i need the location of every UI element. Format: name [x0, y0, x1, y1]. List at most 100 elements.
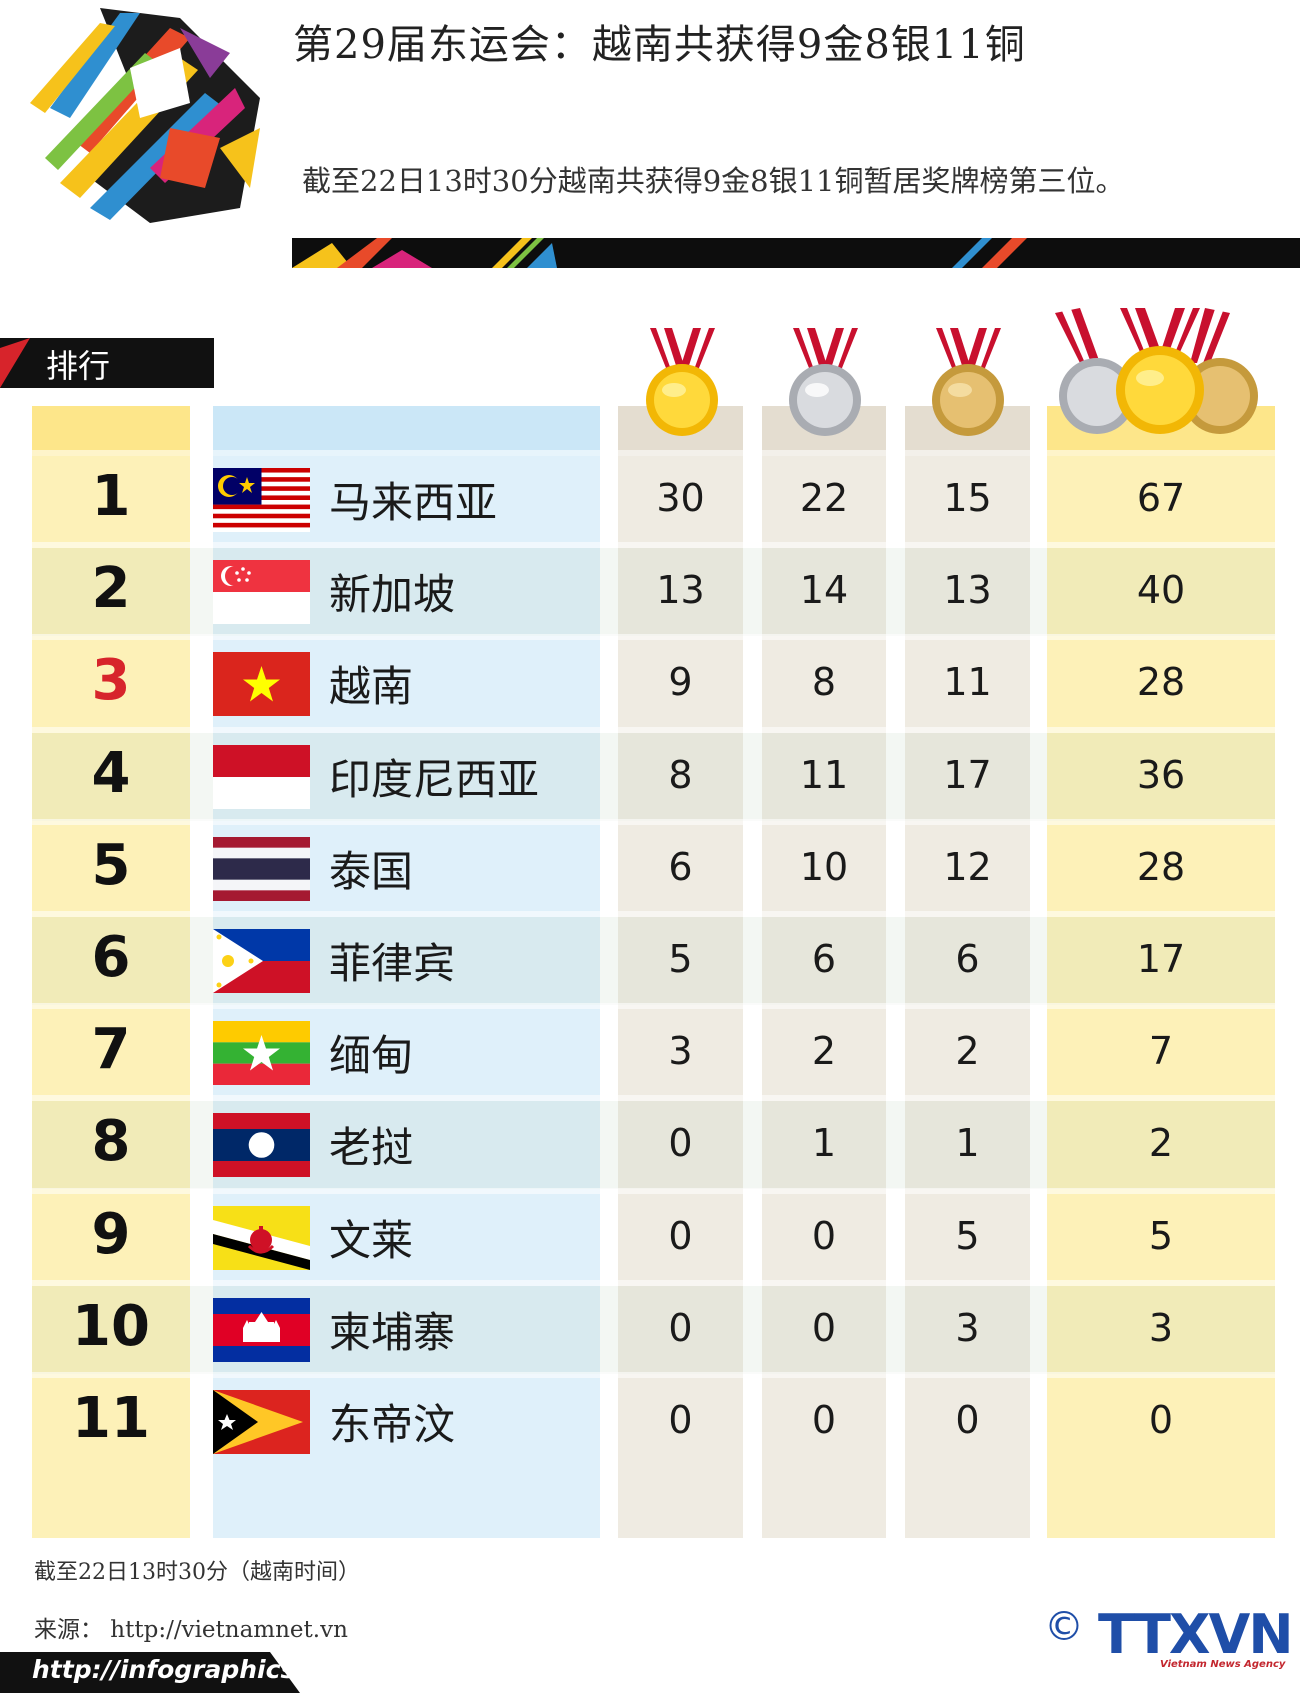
table-row: 8 老挝 0 1 1 2: [32, 1095, 1275, 1190]
rank-number: 1: [91, 464, 131, 529]
rank-label-box: [0, 338, 214, 388]
bronze-count: 13: [943, 568, 992, 613]
brunei-flag-icon: [213, 1205, 310, 1270]
gold-count: 3: [668, 1029, 693, 1074]
agency-subtitle: Vietnam News Agency: [1160, 1659, 1286, 1670]
total-count: 5: [1148, 1213, 1174, 1258]
silver-count: 0: [811, 1213, 837, 1258]
total-count: 28: [1136, 660, 1186, 705]
gold-count: 0: [668, 1121, 693, 1166]
table-row: 1 马来西亚 30 22 15 67: [32, 450, 1275, 544]
gold-count: 30: [656, 476, 705, 520]
table-row: 7 缅甸 3 2 2 7: [32, 1003, 1275, 1097]
rank-number: 2: [91, 556, 131, 622]
table-row: 3 越南 9 8 11 28: [32, 634, 1275, 728]
country-name: 新加坡: [329, 570, 456, 620]
bronze-count: 0: [955, 1398, 980, 1442]
silver-count: 0: [811, 1398, 837, 1442]
total-count: 28: [1136, 844, 1186, 889]
country-name: 老挝: [329, 1123, 414, 1173]
philippines-flag-icon: [213, 929, 310, 993]
rank-number: 9: [91, 1201, 131, 1267]
cambodia-flag-icon: [213, 1297, 310, 1362]
total-count: 0: [1148, 1398, 1174, 1442]
vietnam-flag-icon: [213, 652, 310, 717]
laos-flag-icon: [213, 1113, 310, 1178]
bronze-count: 17: [943, 752, 992, 797]
country-name: 缅甸: [329, 1031, 414, 1081]
myanmar-flag-icon: [213, 1021, 310, 1086]
all-medals-icon: [1055, 308, 1258, 434]
gold-count: 0: [668, 1305, 693, 1350]
rank-number: 11: [72, 1386, 150, 1451]
silver-count: 1: [811, 1121, 837, 1166]
gold-count: 9: [668, 660, 693, 705]
country-name: 印度尼西亚: [329, 754, 540, 804]
country-name: 菲律宾: [329, 939, 456, 988]
gold-count: 5: [668, 937, 693, 981]
table-row: 10 柬埔寨 0 0 3 3: [32, 1279, 1275, 1374]
bronze-column: [905, 406, 1030, 1538]
country-name: 柬埔寨: [329, 1307, 456, 1357]
bronze-count: 12: [943, 844, 992, 889]
gold-count: 0: [668, 1398, 693, 1442]
bronze-count: 6: [955, 937, 980, 981]
malaysia-flag-icon: [213, 468, 310, 532]
silver-column: [762, 406, 886, 1538]
table-row: 4 印度尼西亚 8 11 17 36: [32, 726, 1275, 821]
total-count: 67: [1136, 476, 1186, 520]
time-note: 截至22日13时30分（越南时间）: [34, 1560, 360, 1585]
bronze-medal-icon: [932, 328, 1004, 436]
silver-count: 0: [811, 1305, 837, 1350]
site-link[interactable]: http://infographics.vn: [32, 1655, 339, 1684]
timor-leste-flag-icon: [213, 1390, 310, 1454]
rank-number: 8: [91, 1109, 131, 1175]
rank-column: [32, 406, 190, 1538]
rank-label: 排行: [46, 347, 111, 385]
table-row: 11 东帝汶 0 0 0 0: [32, 1372, 1275, 1466]
country-name: 东帝汶: [329, 1400, 456, 1449]
bronze-count: 1: [955, 1121, 980, 1166]
rank-number: 6: [91, 925, 131, 990]
rank-number: 10: [72, 1293, 150, 1359]
silver-count: 2: [811, 1029, 837, 1074]
total-count: 40: [1136, 568, 1186, 613]
gold-column: [618, 406, 743, 1538]
page-subtitle: 截至22日13时30分越南共获得9金8银11铜暂居奖牌榜第三位。: [302, 164, 1125, 198]
bronze-count: 5: [955, 1213, 980, 1258]
silver-count: 6: [811, 937, 837, 981]
rank-number: 3: [91, 648, 131, 714]
singapore-flag-icon: [213, 560, 310, 625]
gold-count: 0: [668, 1213, 693, 1258]
table-row: 2 新加坡 13 14 13 40: [32, 542, 1275, 637]
rank-number: 7: [91, 1017, 131, 1083]
bronze-count: 3: [955, 1305, 980, 1350]
bronze-count: 11: [943, 660, 992, 705]
silver-count: 22: [799, 476, 849, 520]
silver-medal-icon: [789, 328, 861, 436]
total-count: 3: [1148, 1305, 1174, 1350]
silver-count: 8: [811, 660, 837, 705]
sea-games-logo: [30, 8, 260, 223]
table-row: 6 菲律宾 5 6 6 17: [32, 911, 1275, 1005]
table-row: 5 泰国 6 10 12 28: [32, 818, 1275, 913]
source-link[interactable]: 来源： http://vietnamnet.vn: [34, 1617, 348, 1643]
total-count: 36: [1136, 752, 1186, 797]
country-name: 马来西亚: [329, 478, 498, 527]
silver-count: 11: [799, 752, 849, 797]
indonesia-flag-icon: [213, 744, 310, 809]
silver-count: 14: [799, 568, 849, 613]
thailand-flag-icon: [213, 836, 310, 901]
country-name: 泰国: [329, 846, 414, 896]
gold-count: 8: [668, 752, 693, 797]
gold-count: 6: [668, 844, 693, 889]
rank-label-accent: [0, 338, 30, 388]
table-row: 9 文莱 0 0 5 5: [32, 1187, 1275, 1282]
bronze-count: 15: [943, 476, 992, 520]
site-bar: [0, 1652, 300, 1693]
header-divider-bar: [292, 238, 1300, 268]
country-name: 文莱: [329, 1215, 414, 1265]
rank-number: 5: [91, 832, 131, 898]
copyright-icon: ©: [1044, 1604, 1084, 1650]
total-count: 2: [1148, 1121, 1174, 1166]
